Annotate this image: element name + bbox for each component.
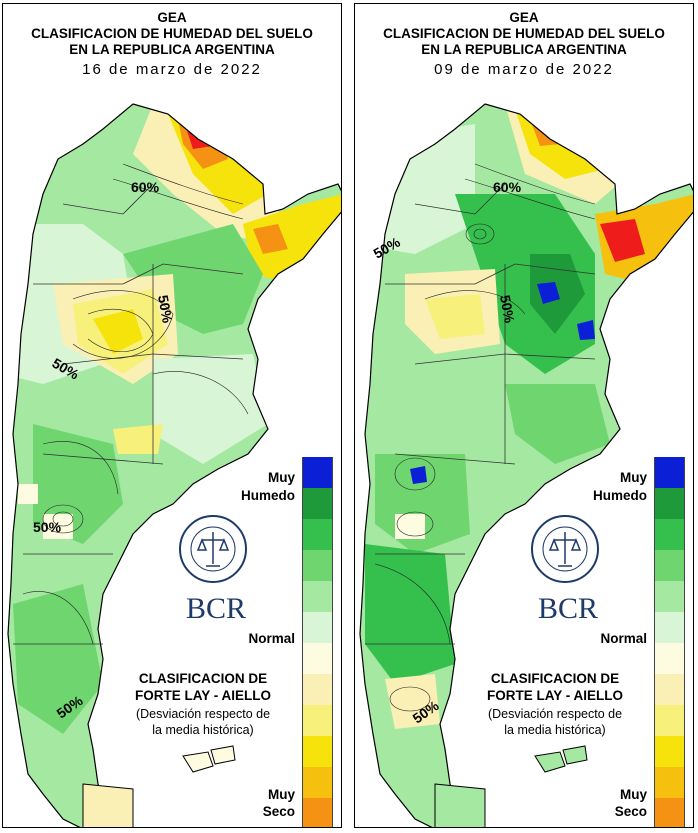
- map-panel-16-march: GEA CLASIFICACION DE HUMEDAD DEL SUELO E…: [2, 3, 342, 828]
- pale-green-pampa: [153, 354, 268, 464]
- classification-note-2: la media histórica): [504, 723, 606, 737]
- legend-swatch: [654, 643, 685, 674]
- extreme-wet-spot-2: [577, 320, 595, 340]
- province-borders: [13, 183, 244, 645]
- province-borders: [365, 183, 596, 645]
- classification-note-1: (Desviación respecto de: [135, 707, 271, 721]
- isoline-label: 50%: [497, 294, 518, 325]
- isoline-label: 60%: [493, 179, 522, 195]
- moist-patagonia: [13, 584, 103, 734]
- country-outline: [7, 103, 341, 827]
- isoline-label: 50%: [33, 519, 62, 535]
- legend-wet-label-1: Muy: [620, 470, 647, 485]
- classification-title-1: CLASIFICACION DE: [138, 671, 268, 686]
- wet-patagonia: [365, 544, 455, 684]
- legend-swatch: [302, 643, 333, 674]
- map-title-line2: EN LA REPUBLICA ARGENTINA: [421, 42, 627, 57]
- wet-center: [455, 194, 595, 374]
- dry-spot-pampa: [113, 424, 163, 454]
- legend-dry-label-1: Muy: [620, 787, 647, 802]
- map-title-line2: EN LA REPUBLICA ARGENTINA: [69, 42, 275, 57]
- legend-swatch: [302, 767, 333, 798]
- malvinas-islands: [534, 745, 588, 773]
- legend-swatch: [302, 519, 333, 550]
- legend-wet-label-1: Muy: [268, 470, 295, 485]
- malvinas-islands: [182, 745, 236, 773]
- bcr-logo-text: BCR: [537, 592, 599, 625]
- very-dry-northeast: [253, 224, 288, 254]
- legend-swatch: [302, 612, 333, 643]
- legend-normal-label: Normal: [600, 631, 647, 646]
- legend-swatch: [654, 550, 685, 581]
- legend-scale: [654, 457, 685, 827]
- isoline-label: 50%: [155, 294, 176, 325]
- legend-swatch: [654, 705, 685, 736]
- classification-note-2: la media histórica): [152, 723, 254, 737]
- map-panel-09-march: GEA CLASIFICACION DE HUMEDAD DEL SUELO E…: [354, 3, 694, 828]
- legend-swatch: [654, 581, 685, 612]
- argentina-soil-moisture-map: 60% 50% 50% 50%: [359, 103, 693, 827]
- bcr-seal-logo: [179, 515, 247, 583]
- legend-normal-label: Normal: [248, 631, 295, 646]
- tierra-del-fuego: [434, 783, 486, 827]
- legend-swatch: [654, 736, 685, 767]
- legend-swatch: [302, 705, 333, 736]
- legend-swatch: [302, 488, 333, 519]
- moist-pampa: [505, 384, 610, 464]
- classification-title-2: FORTE LAY - AIELLO: [134, 688, 271, 703]
- legend-swatch: [654, 674, 685, 705]
- classification-title-1: CLASIFICACION DE: [490, 671, 620, 686]
- isolines: [22, 163, 249, 645]
- legend-swatch: [654, 519, 685, 550]
- argentina-soil-moisture-map: 60% 50% 50% 50% 50%: [7, 103, 341, 827]
- extreme-dry-northeast: [600, 219, 645, 262]
- classification-title-2: FORTE LAY - AIELLO: [486, 688, 623, 703]
- map-title-line1: CLASIFICACION DE HUMEDAD DEL SUELO: [31, 26, 313, 41]
- legend-swatch: [654, 612, 685, 643]
- legend-swatch: [654, 488, 685, 519]
- legend-dry-label-1: Muy: [268, 787, 295, 802]
- legend-wet-label-2: Humedo: [241, 488, 295, 503]
- legend-swatch: [302, 581, 333, 612]
- legend-dry-label-2: Seco: [614, 804, 647, 819]
- legend-swatch: [654, 767, 685, 798]
- org-title: GEA: [509, 10, 539, 25]
- bcr-logo-text: BCR: [185, 592, 247, 625]
- legend-scale: [302, 457, 333, 827]
- normal-spot: [18, 484, 38, 504]
- drier-center: [93, 309, 143, 354]
- tierra-del-fuego: [82, 783, 134, 827]
- classification-note-1: (Desviación respecto de: [487, 707, 623, 721]
- legend-swatch: [654, 798, 685, 827]
- extreme-wet-spot: [537, 282, 560, 304]
- map-date: 09 de marzo de 2022: [434, 61, 614, 78]
- legend-dry-label-2: Seco: [262, 804, 295, 819]
- legend-swatch: [302, 674, 333, 705]
- dry-center: [425, 294, 485, 339]
- legend-swatch: [302, 457, 333, 488]
- legend-wet-label-2: Humedo: [593, 488, 647, 503]
- bcr-seal-logo: [531, 515, 599, 583]
- extreme-wet-spot-3: [410, 466, 427, 484]
- legend-swatch: [654, 457, 685, 488]
- isolines: [374, 163, 596, 712]
- isoline-label: 60%: [131, 179, 160, 195]
- org-title: GEA: [157, 10, 187, 25]
- map-date: 16 de marzo de 2022: [82, 61, 262, 78]
- legend-swatch: [302, 736, 333, 767]
- pale-dry-south: [385, 674, 440, 729]
- country-outline: [359, 103, 693, 827]
- legend-swatch: [302, 550, 333, 581]
- map-title-line1: CLASIFICACION DE HUMEDAD DEL SUELO: [383, 26, 665, 41]
- legend-swatch: [302, 798, 333, 827]
